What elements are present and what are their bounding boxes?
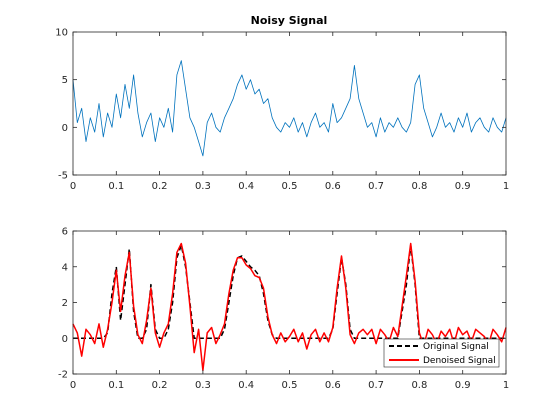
series-group — [72, 60, 507, 157]
plot-area-top — [73, 32, 506, 175]
y-tick-label: 6 — [62, 227, 68, 238]
y-tick-label: 10 — [55, 28, 68, 39]
x-tick-label: 0.8 — [411, 380, 427, 391]
x-tick-label: 0.7 — [368, 380, 384, 391]
x-tick-label: 0.2 — [152, 181, 168, 192]
x-tick-label: 0 — [70, 380, 76, 391]
x-tick-label: 0.5 — [282, 380, 298, 391]
x-tick-label: 0.3 — [195, 380, 211, 391]
y-tick-label: -2 — [58, 370, 68, 381]
x-tick-label: 0.7 — [368, 181, 384, 192]
x-tick-label: 1 — [503, 380, 509, 391]
noisy-signal-axes: Noisy Signal 0 0.1 0.2 0.3 0.4 0.5 0.6 0.7 0.8 0.… — [55, 14, 509, 192]
x-tick-label: 0.9 — [455, 181, 471, 192]
x-tick-label: 0 — [70, 181, 76, 192]
x-tick-label: 0.6 — [325, 380, 341, 391]
y-tick-label: 0 — [62, 123, 68, 134]
x-tick-label: 0.2 — [152, 380, 168, 391]
series-line-denoised-signal — [72, 242, 507, 372]
y-tick-label: 0 — [62, 334, 68, 345]
series-line-original-signal — [73, 244, 506, 340]
y-tick-label: -5 — [58, 171, 68, 182]
legend-box — [383, 338, 500, 368]
x-tick-label: 0.4 — [238, 181, 254, 192]
x-tick-label: 0.6 — [325, 181, 341, 192]
y-axis: -2 0 2 4 6 — [58, 227, 506, 381]
series-group — [72, 242, 507, 372]
x-axis: 0 0.1 0.2 0.3 0.4 0.5 0.6 0.7 0.8 0.9 1 — [70, 231, 509, 391]
y-axis: -5 0 5 10 — [55, 28, 506, 182]
chart-title: Noisy Signal — [251, 14, 328, 27]
x-tick-label: 0.5 — [282, 181, 298, 192]
y-tick-label: 5 — [62, 75, 68, 86]
x-tick-label: 0.1 — [108, 181, 124, 192]
series-line-1 — [72, 60, 507, 157]
x-tick-label: 0.9 — [455, 380, 471, 391]
legend-label-original: Original Signal — [423, 342, 489, 352]
x-tick-label: 0.1 — [108, 380, 124, 391]
x-tick-label: 0.3 — [195, 181, 211, 192]
y-tick-label: 2 — [62, 298, 68, 309]
x-tick-label: 0.4 — [238, 380, 254, 391]
legend: Original Signal Denoised Signal — [383, 338, 500, 368]
x-tick-label: 1 — [503, 181, 509, 192]
x-tick-label: 0.8 — [411, 181, 427, 192]
y-tick-label: 4 — [62, 262, 68, 273]
legend-label-denoised: Denoised Signal — [423, 356, 496, 366]
x-axis: 0 0.1 0.2 0.3 0.4 0.5 0.6 0.7 0.8 0.9 1 — [70, 32, 509, 192]
